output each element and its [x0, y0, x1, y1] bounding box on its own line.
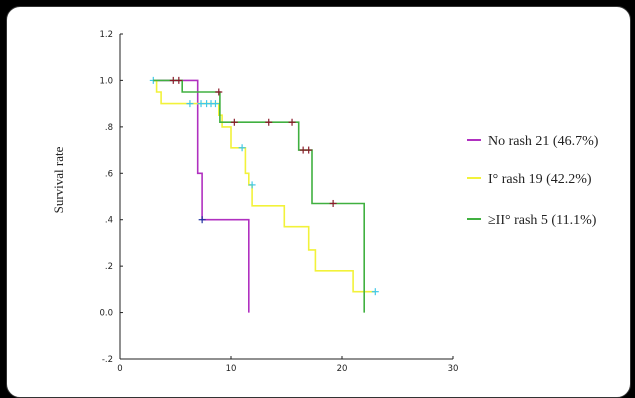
censor-mark — [371, 288, 379, 296]
censor-mark — [265, 118, 273, 126]
censor-mark — [230, 118, 238, 126]
censor-mark — [198, 216, 206, 224]
legend-item: ≥II° rash 5 (11.1%) — [467, 213, 597, 228]
legend-item: No rash 21 (46.7%) — [467, 134, 599, 149]
y-tick-label: .4 — [105, 216, 113, 226]
y-axis-title: Survival rate — [51, 146, 66, 213]
legend-label: ≥II° rash 5 (11.1%) — [488, 213, 597, 228]
legend-item: I° rash 19 (42.2%) — [467, 172, 592, 187]
censor-mark — [329, 199, 337, 207]
y-tick-label: .8 — [105, 123, 113, 133]
y-tick-label: 0.0 — [99, 309, 113, 319]
y-tick-label: 1.0 — [99, 76, 113, 86]
censor-mark — [215, 88, 223, 96]
survival-curve — [153, 79, 376, 293]
y-tick-label: 1.2 — [99, 30, 113, 40]
censor-mark — [288, 118, 296, 126]
survival-curve — [153, 79, 366, 313]
axes: 1.2 1.0 .8 .6 .4 .2 0.0 -.2 0 10 20 30 — [99, 30, 458, 374]
censor-mark — [248, 181, 256, 189]
series-layer — [149, 76, 379, 313]
y-tick-label: .2 — [105, 262, 113, 272]
series-1 — [153, 79, 250, 313]
legend: No rash 21 (46.7%) I° rash 19 (42.2%) ≥II°… — [467, 134, 599, 228]
series-3 — [153, 76, 366, 313]
y-tick-label: -.2 — [102, 355, 113, 365]
censor-mark — [238, 144, 246, 152]
x-tick-label: 10 — [226, 364, 237, 374]
legend-label: I° rash 19 (42.2%) — [488, 172, 592, 187]
censor-mark — [186, 100, 194, 108]
censor-mark — [175, 76, 183, 84]
x-tick-label: 0 — [117, 364, 122, 374]
x-tick-label: 30 — [448, 364, 459, 374]
censor-mark — [305, 146, 313, 154]
legend-label: No rash 21 (46.7%) — [488, 134, 599, 149]
y-tick-label: .6 — [105, 169, 113, 179]
survival-chart: 1.2 1.0 .8 .6 .4 .2 0.0 -.2 0 10 20 30 No rash 21 (… — [51, 30, 599, 374]
x-tick-label: 20 — [337, 364, 348, 374]
chart-panel: 1.2 1.0 .8 .6 .4 .2 0.0 -.2 0 10 20 30 No rash 21 (… — [6, 6, 631, 398]
survival-curve — [153, 79, 250, 313]
censor-mark — [211, 100, 219, 108]
series-2 — [149, 76, 379, 296]
